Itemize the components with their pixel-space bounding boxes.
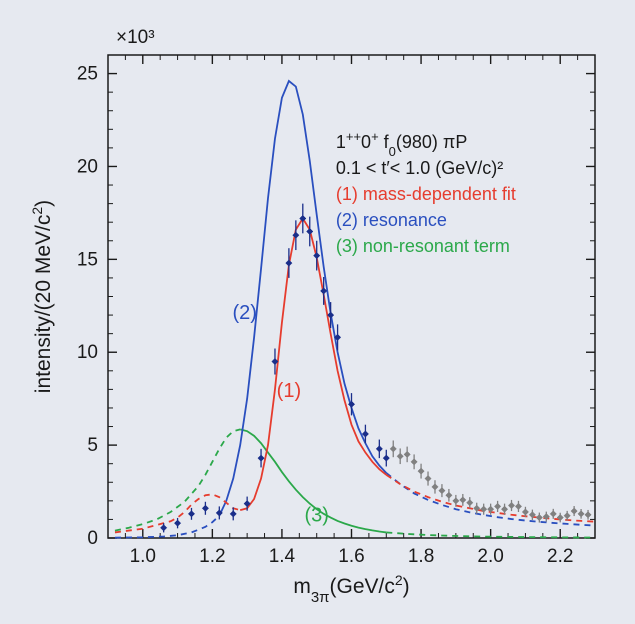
svg-text:15: 15 [77, 249, 98, 270]
svg-text:intensity/(20 MeV/c2): intensity/(20 MeV/c2) [29, 200, 55, 393]
svg-text:2.0: 2.0 [477, 546, 503, 567]
svg-text:10: 10 [77, 342, 98, 363]
svg-text:25: 25 [77, 64, 98, 85]
svg-text:1.2: 1.2 [199, 546, 225, 567]
intensity-chart: 1.01.21.41.61.82.02.20510152025×10³m3π(G… [20, 20, 615, 604]
svg-text:20: 20 [77, 156, 98, 177]
svg-text:5: 5 [87, 435, 98, 456]
svg-text:(1) mass-dependent fit: (1) mass-dependent fit [336, 184, 516, 204]
svg-text:2.2: 2.2 [547, 546, 573, 567]
svg-text:(1): (1) [277, 380, 301, 402]
svg-text:(2) resonance: (2) resonance [336, 210, 447, 230]
svg-text:1.4: 1.4 [269, 546, 296, 567]
svg-text:1.8: 1.8 [408, 546, 434, 567]
svg-text:0.1 < t′< 1.0 (GeV/c)²: 0.1 < t′< 1.0 (GeV/c)² [336, 158, 503, 178]
intensity-spectrum-plot: 1.01.21.41.61.82.02.20510152025×10³m3π(G… [20, 20, 615, 604]
svg-text:1.6: 1.6 [338, 546, 364, 567]
svg-text:(3) non-resonant term: (3) non-resonant term [336, 236, 510, 256]
svg-text:×10³: ×10³ [116, 27, 155, 48]
svg-text:1.0: 1.0 [130, 546, 156, 567]
svg-text:(3): (3) [304, 504, 328, 526]
svg-text:0: 0 [87, 528, 98, 549]
svg-text:(2): (2) [232, 302, 256, 324]
